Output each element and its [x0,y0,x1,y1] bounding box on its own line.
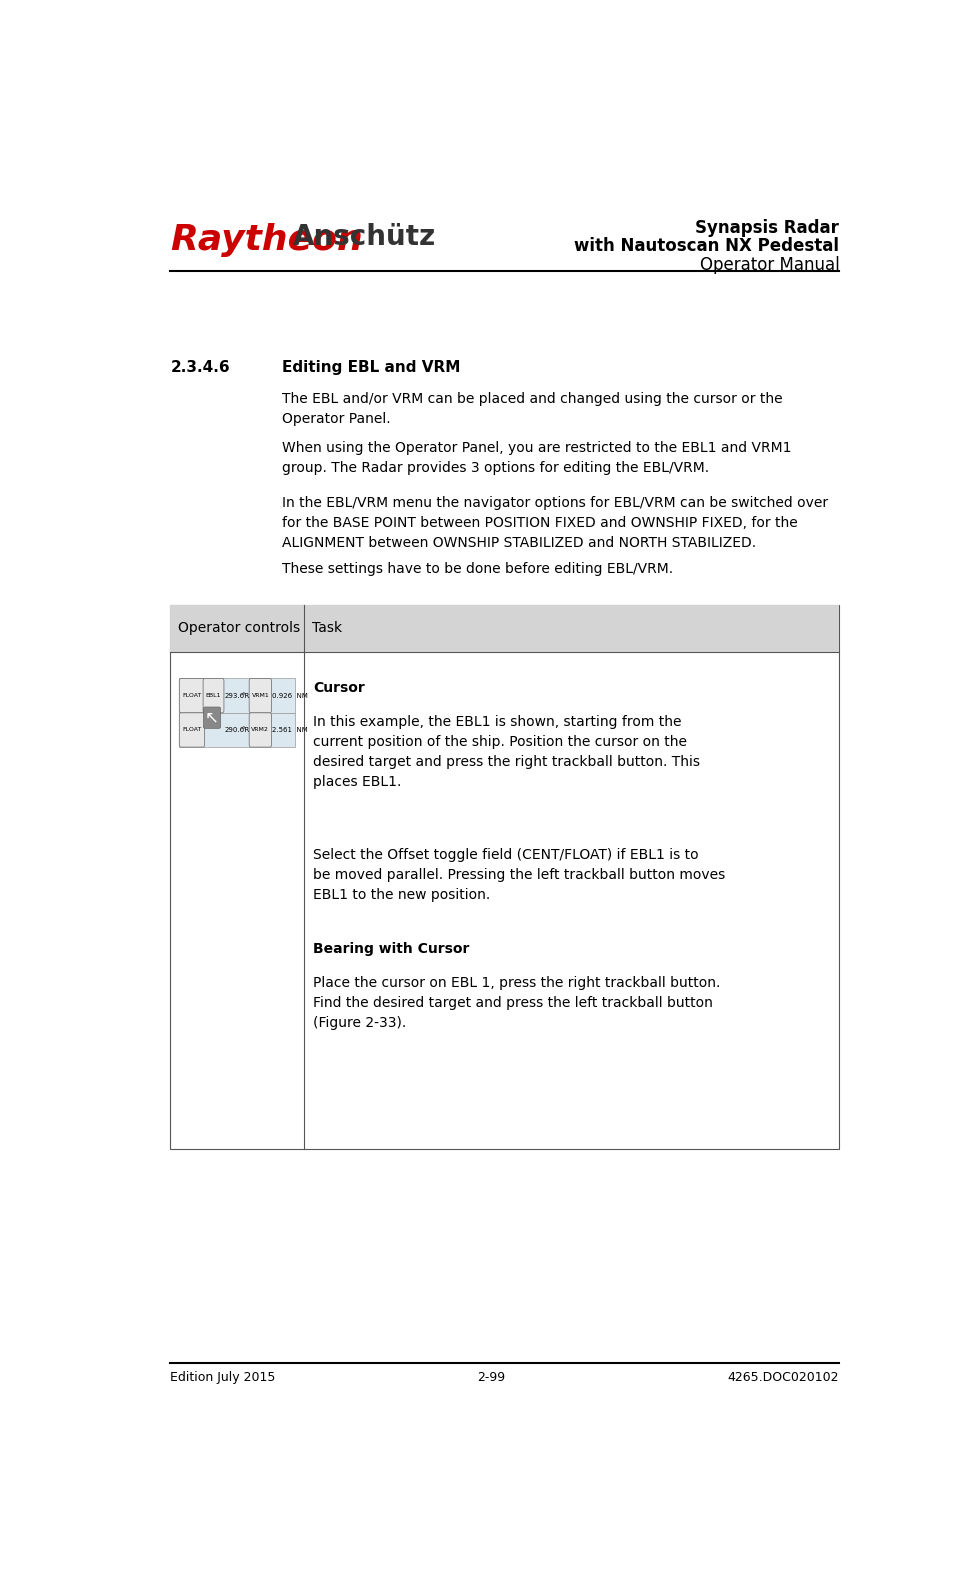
Text: Cursor: Cursor [314,681,364,695]
Text: Bearing with Cursor: Bearing with Cursor [314,942,470,956]
Text: FLOAT: FLOAT [182,727,201,732]
Text: FLOAT: FLOAT [182,694,201,698]
Text: 2.561  NM: 2.561 NM [272,727,308,733]
Text: In the EBL/VRM menu the navigator options for EBL/VRM can be switched over
for t: In the EBL/VRM menu the navigator option… [282,496,828,550]
Text: °R: °R [241,692,249,698]
Text: with Nautoscan NX Pedestal: with Nautoscan NX Pedestal [574,237,839,256]
Text: Operator Manual: Operator Manual [699,256,839,274]
Bar [179,713,295,748]
Text: EBL1: EBL1 [206,694,222,698]
FancyBboxPatch shape [249,678,271,713]
Text: When using the Operator Panel, you are restricted to the EBL1 and VRM1
group. Th: When using the Operator Panel, you are r… [282,441,791,474]
Text: Task: Task [312,620,341,635]
Text: Select the Offset toggle field (CENT/FLOAT) if EBL1 is to
be moved parallel. Pre: Select the Offset toggle field (CENT/FLO… [314,848,725,902]
Text: Raytheon: Raytheon [171,223,363,256]
Bar [171,605,839,1149]
Text: These settings have to be done before editing EBL/VRM.: These settings have to be done before ed… [282,562,673,576]
Text: °R: °R [241,727,249,733]
Text: VRM2: VRM2 [251,727,269,732]
FancyBboxPatch shape [179,713,204,748]
Text: Editing EBL and VRM: Editing EBL and VRM [282,360,460,375]
FancyBboxPatch shape [249,713,271,748]
Text: 0.926  NM: 0.926 NM [272,692,308,698]
Bar [179,678,295,713]
Text: 4265.DOC020102: 4265.DOC020102 [728,1371,839,1384]
Text: 2-99: 2-99 [478,1371,505,1384]
Text: 2.3.4.6: 2.3.4.6 [171,360,230,375]
Text: In this example, the EBL1 is shown, starting from the
current position of the sh: In this example, the EBL1 is shown, star… [314,716,700,789]
FancyBboxPatch shape [203,678,224,713]
Text: Synapsis Radar: Synapsis Radar [695,220,839,237]
FancyBboxPatch shape [179,678,204,713]
Text: 290.6: 290.6 [224,727,245,733]
Text: The EBL and/or VRM can be placed and changed using the cursor or the
Operator Pa: The EBL and/or VRM can be placed and cha… [282,391,783,426]
Text: VRM1: VRM1 [251,694,269,698]
Text: Place the cursor on EBL 1, press the right trackball button.
Find the desired ta: Place the cursor on EBL 1, press the rig… [314,977,720,1031]
Text: 293.6: 293.6 [224,692,245,698]
Bar [171,605,839,652]
Text: Edition July 2015: Edition July 2015 [171,1371,276,1384]
Text: ↖: ↖ [205,708,219,727]
Text: Anschütz: Anschütz [293,223,436,251]
Text: Operator controls: Operator controls [177,620,300,635]
